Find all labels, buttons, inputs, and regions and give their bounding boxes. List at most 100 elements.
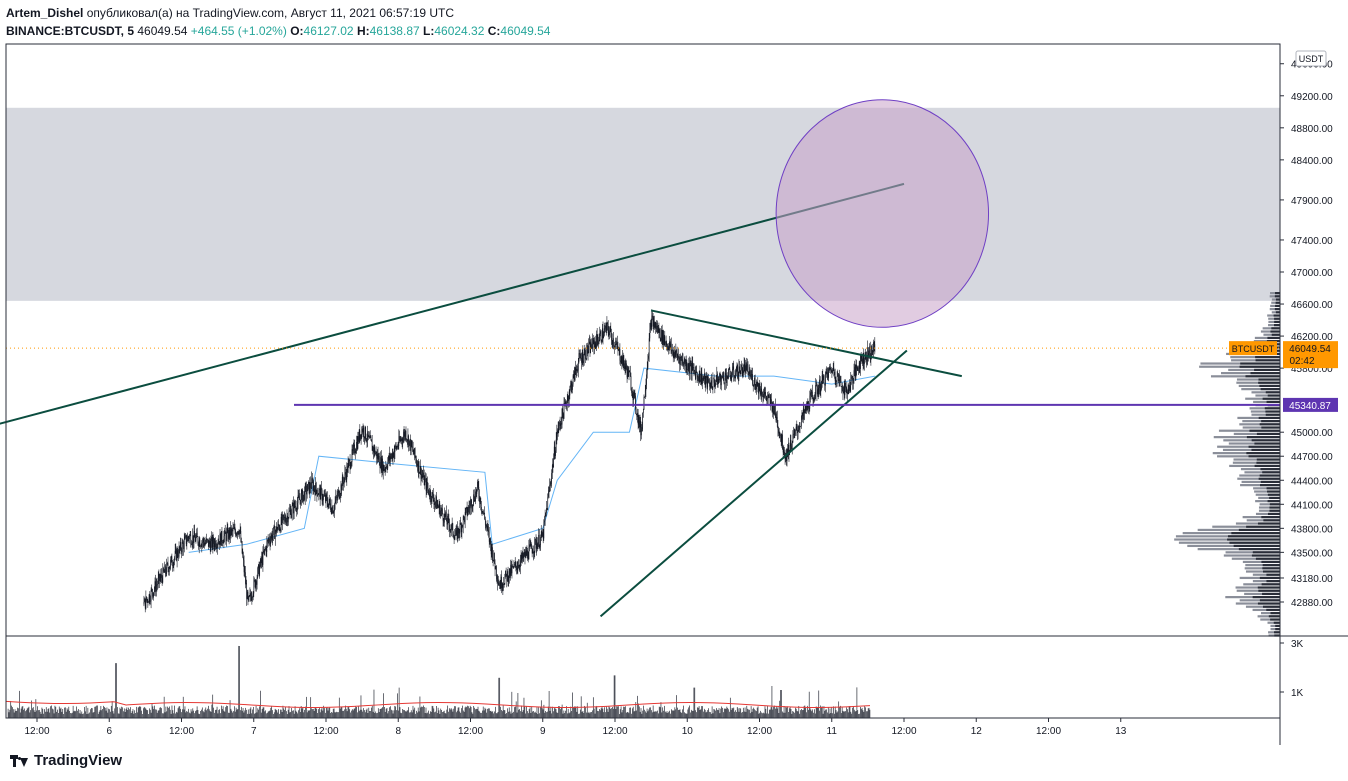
trendline-ascending-lower[interactable] [599, 349, 908, 618]
candle-body [638, 416, 640, 425]
candle-body [735, 370, 737, 374]
candle-body [510, 564, 512, 574]
symbol-label[interactable]: BINANCE:BTCUSDT, 5 [6, 24, 135, 38]
candle-body [701, 372, 703, 384]
candle-body [267, 539, 269, 541]
candle-body [535, 538, 536, 541]
volume-profile-bar [1174, 538, 1280, 541]
candle-body [790, 439, 792, 447]
trendline-long-rising[interactable] [0, 182, 905, 433]
candle-body [760, 388, 762, 395]
candle-body [339, 494, 341, 497]
candle-body [608, 330, 610, 336]
candle-body [230, 527, 231, 536]
time-tick-label: 12 [971, 726, 983, 737]
volume-profile-bar-inner [1258, 416, 1280, 420]
candle-body [517, 567, 519, 569]
candle-body [767, 397, 768, 399]
candle-body [146, 596, 147, 601]
candle-body [326, 497, 328, 504]
candle-body [780, 435, 781, 437]
candle-body [821, 381, 822, 390]
candle-body [367, 431, 369, 437]
candle-body [540, 537, 541, 546]
candle-body [353, 444, 355, 447]
candle-body [787, 449, 789, 456]
volume-profile-bar [1253, 400, 1280, 404]
candle-body [792, 434, 794, 443]
volume-profile-bar-inner [1275, 301, 1280, 304]
candle-body [641, 429, 642, 436]
candle-body [629, 372, 631, 377]
price-axis[interactable]: 49600.0049200.0048800.0048400.0047900.00… [1280, 50, 1333, 699]
candle-body [276, 528, 278, 533]
candle-body [307, 484, 309, 492]
candle-body [525, 551, 527, 556]
candle-body [178, 555, 179, 557]
time-axis[interactable]: 12:00 6 12:00 7 12:00 8 12:00 9 12:00 10 12:00 11 12… [24, 718, 1127, 737]
candle-body [490, 544, 492, 555]
candle-body [782, 434, 783, 450]
candle-body [867, 347, 869, 357]
candle-body [717, 373, 718, 385]
volume-profile-bar-inner [1251, 448, 1280, 452]
candle-body [656, 325, 658, 328]
candle-body [500, 576, 502, 589]
volume-profile-bar-inner [1256, 461, 1280, 464]
candle-body [362, 427, 364, 433]
volume-profile-bar-inner [1274, 308, 1280, 311]
target-circle[interactable] [775, 99, 990, 328]
candle-body [399, 436, 400, 441]
candle-body [813, 398, 815, 400]
candle-body [843, 387, 844, 394]
candle-body [434, 502, 436, 503]
volume-profile-bar-inner [1245, 375, 1280, 378]
candle-body [248, 596, 249, 601]
candle-body [539, 545, 541, 548]
low-label: L: [423, 24, 435, 38]
candle-body [285, 520, 287, 524]
candle-body [329, 499, 331, 504]
candle-body [683, 363, 684, 367]
candle-body [695, 371, 697, 379]
candle-body [350, 466, 352, 469]
candle-body [294, 502, 296, 507]
symbol-tag-label: BTCUSDT [1232, 344, 1275, 354]
candle-body [704, 373, 706, 385]
candle-body [204, 542, 206, 546]
candle-body [834, 371, 836, 381]
volume-profile-bar-inner [1256, 432, 1280, 436]
last-price-tag-value: 46049.54 [1289, 344, 1331, 355]
candle-body [196, 532, 198, 537]
candle-body [482, 511, 484, 513]
drawings-layer[interactable] [0, 99, 1280, 618]
volume-profile-bar-inner [1267, 394, 1280, 397]
candle-body [739, 366, 740, 373]
candle-body [753, 385, 755, 386]
volume-profile-bar-inner [1262, 592, 1280, 596]
candle-body [155, 585, 157, 592]
trendline-descending-upper[interactable] [650, 309, 963, 378]
candle-body [364, 436, 365, 439]
candle-body [168, 568, 170, 573]
candle-body [356, 442, 357, 452]
candle-body [710, 380, 712, 388]
candle-body [620, 360, 621, 363]
candle-body [784, 456, 786, 460]
candle-body [761, 388, 763, 396]
author-name[interactable]: Artem_Dishel [6, 6, 84, 20]
candle-body [181, 542, 183, 553]
candle-body [287, 517, 289, 523]
candle-body [628, 370, 630, 377]
candle-body [821, 375, 823, 382]
candle-body [354, 452, 356, 454]
candle-body [302, 490, 303, 503]
candle-body [844, 382, 846, 396]
candle-body [618, 348, 619, 351]
last-price-tag [1283, 341, 1338, 369]
volume-profile-bar-inner [1227, 538, 1280, 541]
candle-body [525, 551, 526, 558]
candle-body [393, 451, 395, 458]
currency-badge[interactable] [1295, 50, 1327, 67]
